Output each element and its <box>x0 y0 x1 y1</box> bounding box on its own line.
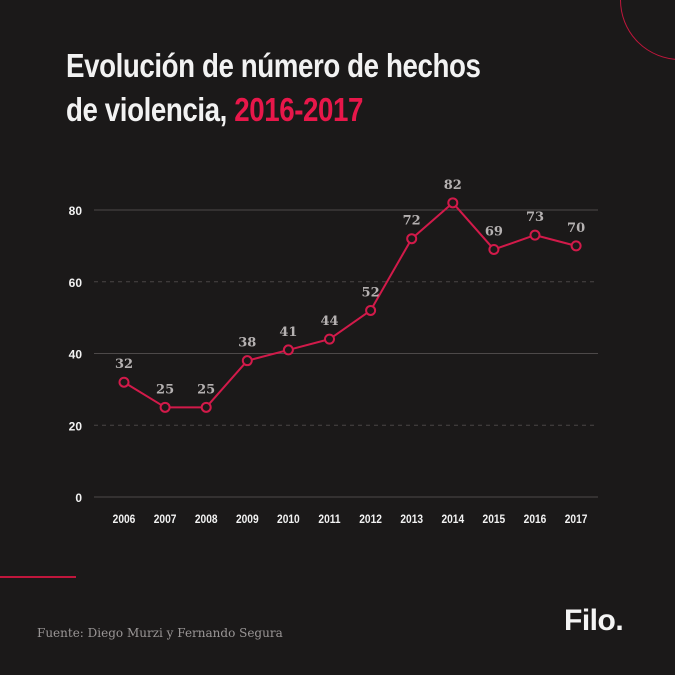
x-tick-label: 2007 <box>154 513 177 526</box>
chart-title: Evolución de número de hechos de violenc… <box>66 44 536 132</box>
series-polyline <box>123 201 577 409</box>
data-point <box>282 344 294 356</box>
data-label: 72 <box>403 214 421 229</box>
data-points <box>118 197 582 413</box>
data-point <box>488 243 500 255</box>
data-labels: 32 25 25 38 41 44 52 72 82 69 73 70 <box>115 178 585 397</box>
data-label: 25 <box>156 382 174 397</box>
x-tick-label: 2006 <box>113 513 136 526</box>
y-axis-ticks: 0 20 40 60 80 <box>69 204 83 505</box>
data-point <box>570 240 582 252</box>
y-tick-label: 40 <box>69 348 83 362</box>
title-highlight: 2016-2017 <box>234 91 364 128</box>
data-point <box>529 229 541 241</box>
x-axis-ticks: 2006 2007 2008 2009 2010 2011 2012 2013 2014 2015… <box>113 513 588 526</box>
x-tick-label: 2011 <box>318 513 340 526</box>
data-point <box>406 233 418 245</box>
gridlines <box>94 209 598 498</box>
brand-logo: Filo. <box>564 604 624 637</box>
y-tick-label: 60 <box>69 276 83 290</box>
series-line <box>123 201 577 409</box>
data-label: 69 <box>485 224 503 239</box>
title-line-1: Evolución de número de hechos <box>66 47 481 84</box>
data-point <box>159 401 171 413</box>
data-label: 70 <box>567 221 585 236</box>
data-label: 25 <box>197 382 215 397</box>
data-point <box>241 355 253 367</box>
x-tick-label: 2009 <box>236 513 259 526</box>
y-tick-label: 80 <box>69 204 83 218</box>
x-tick-label: 2015 <box>483 513 506 526</box>
data-label: 32 <box>115 357 133 372</box>
x-tick-label: 2014 <box>441 513 464 526</box>
data-label: 44 <box>320 314 338 329</box>
data-label: 41 <box>279 325 297 340</box>
data-label: 52 <box>362 285 380 300</box>
x-tick-label: 2012 <box>359 513 382 526</box>
y-tick-label: 0 <box>75 491 82 505</box>
x-tick-label: 2017 <box>565 513 588 526</box>
data-label: 82 <box>444 178 462 193</box>
data-point <box>447 197 459 209</box>
title-line-2: de violencia, 2016-2017 <box>66 88 536 132</box>
data-point <box>324 333 335 345</box>
data-point <box>118 376 130 388</box>
decorative-line <box>0 576 76 578</box>
x-tick-label: 2013 <box>400 513 423 526</box>
y-tick-label: 20 <box>69 419 83 433</box>
source-note: Fuente: Diego Murzi y Fernando Segura <box>37 626 283 640</box>
data-point <box>200 401 212 413</box>
title-line-2-prefix: de violencia, <box>66 91 235 128</box>
x-tick-label: 2008 <box>195 513 218 526</box>
x-tick-label: 2010 <box>277 513 300 526</box>
data-label: 38 <box>238 336 256 351</box>
x-tick-label: 2016 <box>524 513 547 526</box>
data-point <box>365 304 377 316</box>
data-label: 73 <box>526 210 544 225</box>
